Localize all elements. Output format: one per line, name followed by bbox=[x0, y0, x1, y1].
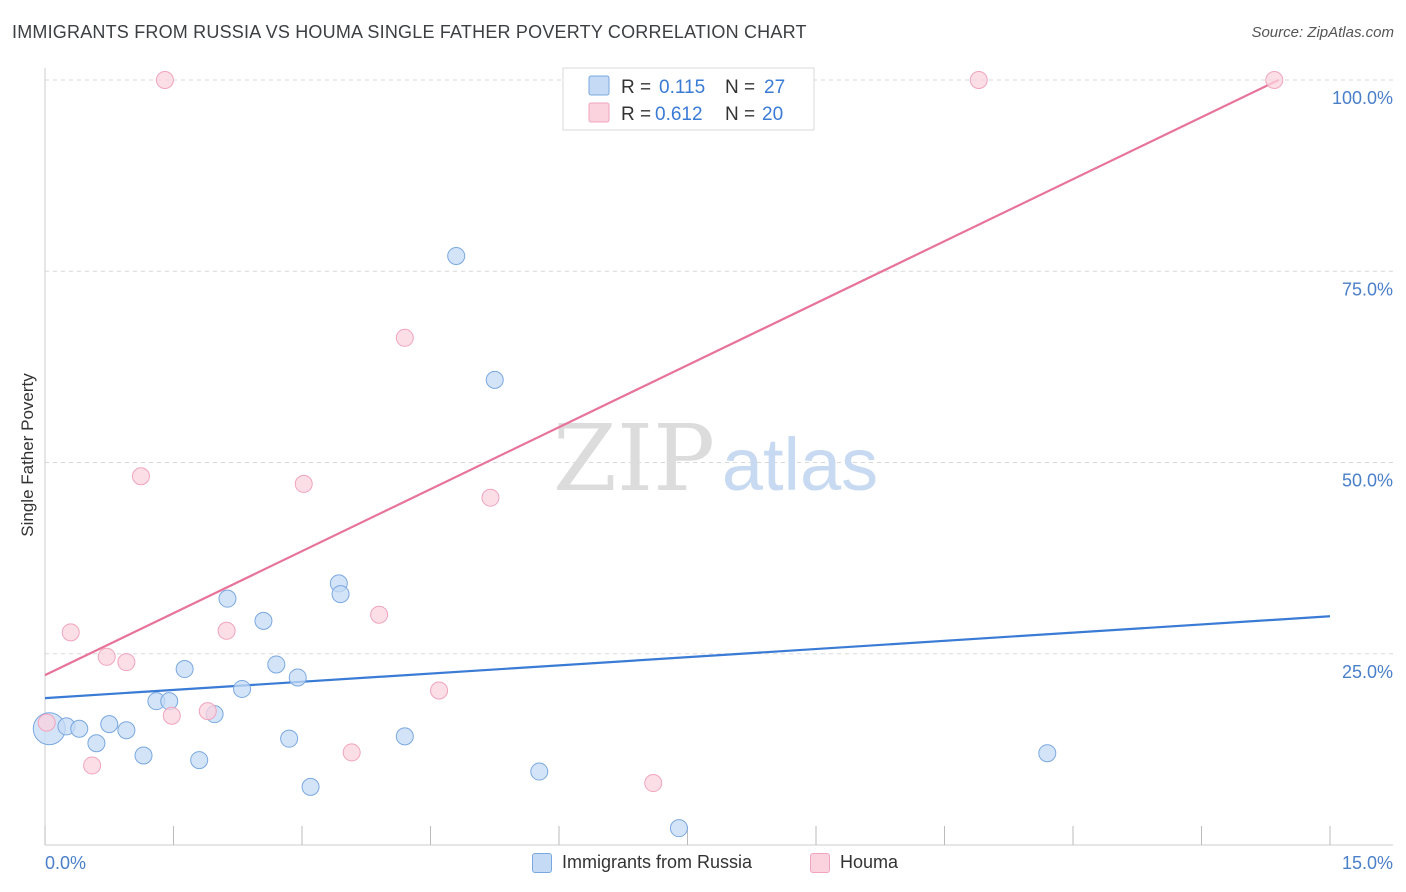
watermark-atlas: atlas bbox=[722, 423, 878, 506]
legend-n-value-2: 20 bbox=[762, 104, 783, 125]
point-blue bbox=[288, 668, 307, 687]
point-blue bbox=[233, 679, 252, 698]
point-blue bbox=[190, 751, 209, 770]
legend-r-label-2: R = bbox=[621, 104, 651, 125]
point-blue bbox=[395, 727, 414, 746]
legend-swatch-houma bbox=[810, 852, 830, 873]
point-pink bbox=[430, 681, 449, 700]
gridlines bbox=[45, 79, 1393, 655]
trend-line-blue bbox=[44, 615, 1331, 700]
point-pink bbox=[395, 328, 414, 347]
legend-r-label-1: R = bbox=[621, 77, 651, 98]
point-blue bbox=[267, 655, 286, 674]
point-blue bbox=[530, 762, 549, 781]
point-pink bbox=[644, 774, 663, 793]
point-blue bbox=[70, 719, 89, 738]
x-tick-label: 15.0% bbox=[1342, 853, 1393, 873]
point-pink bbox=[83, 756, 102, 775]
x-tick-labels: 0.0% 15.0% bbox=[45, 853, 1393, 873]
point-blue bbox=[87, 734, 106, 753]
point-pink bbox=[117, 653, 136, 672]
point-pink bbox=[37, 713, 56, 732]
point-blue bbox=[100, 715, 119, 734]
point-pink bbox=[969, 71, 988, 89]
point-blue bbox=[134, 746, 153, 765]
series-legend: Immigrants from Russia Houma bbox=[0, 852, 1406, 878]
data-points bbox=[32, 71, 1284, 838]
axes bbox=[44, 68, 1393, 846]
y-tick-label: 75.0% bbox=[1342, 279, 1393, 299]
point-pink bbox=[294, 474, 313, 493]
chart-title: IMMIGRANTS FROM RUSSIA VS HOUMA SINGLE F… bbox=[12, 22, 807, 42]
point-blue bbox=[485, 370, 504, 389]
y-tick-label: 100.0% bbox=[1332, 88, 1393, 108]
point-pink bbox=[162, 706, 181, 725]
source-label: Source: ZipAtlas.com bbox=[1251, 24, 1394, 41]
y-tick-label: 50.0% bbox=[1342, 471, 1393, 491]
legend-r-value-2: 0.612 bbox=[655, 104, 703, 125]
legend-n-label-2: N = bbox=[725, 104, 755, 125]
point-pink bbox=[217, 621, 236, 640]
y-tick-label: 25.0% bbox=[1342, 662, 1393, 682]
point-blue bbox=[254, 611, 273, 630]
point-blue bbox=[331, 585, 350, 604]
point-blue bbox=[218, 589, 237, 608]
point-blue bbox=[117, 721, 136, 740]
legend-n-value-1: 27 bbox=[764, 77, 785, 98]
point-pink bbox=[198, 702, 217, 721]
point-pink bbox=[370, 605, 389, 624]
legend-swatch-blue bbox=[588, 75, 610, 96]
watermark: ZIP atlas bbox=[553, 405, 878, 512]
point-pink bbox=[61, 623, 80, 642]
point-blue bbox=[1038, 744, 1057, 763]
x-tick-label: 0.0% bbox=[45, 853, 86, 873]
point-pink bbox=[342, 743, 361, 762]
y-tick-labels: 25.0% 50.0% 75.0% 100.0% bbox=[1332, 88, 1393, 682]
point-blue bbox=[669, 819, 688, 838]
legend-swatch-russia bbox=[532, 852, 552, 873]
trend-line-pink bbox=[44, 79, 1280, 677]
watermark-zip: ZIP bbox=[553, 405, 715, 512]
legend-item-russia[interactable]: Immigrants from Russia bbox=[532, 852, 752, 873]
trend-lines bbox=[44, 79, 1331, 700]
point-blue bbox=[175, 660, 194, 679]
legend-r-value-1: 0.115 bbox=[659, 77, 705, 98]
legend-item-houma[interactable]: Houma bbox=[810, 852, 898, 873]
point-blue bbox=[447, 246, 466, 265]
legend-swatch-pink bbox=[588, 102, 610, 123]
point-blue bbox=[301, 777, 320, 796]
point-pink bbox=[1265, 71, 1284, 89]
point-pink bbox=[155, 71, 174, 89]
legend-label-houma: Houma bbox=[840, 852, 899, 872]
point-blue bbox=[280, 729, 299, 748]
point-pink bbox=[481, 488, 500, 507]
legend-label-russia: Immigrants from Russia bbox=[562, 852, 753, 872]
point-pink bbox=[97, 647, 116, 666]
point-pink bbox=[131, 467, 150, 486]
legend-n-label-1: N = bbox=[725, 77, 755, 98]
stats-legend: R = 0.115 N = 27 R = 0.612 N = 20 bbox=[562, 67, 815, 131]
